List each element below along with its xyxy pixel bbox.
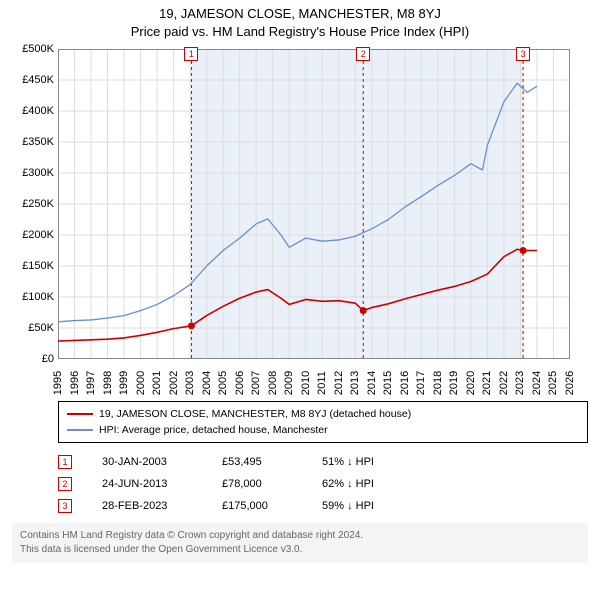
y-tick-label: £100K — [22, 291, 54, 303]
sale-marker-box: 1 — [58, 455, 72, 469]
x-tick-label: 2005 — [217, 371, 229, 395]
x-tick-label: 2019 — [448, 371, 460, 395]
sale-marker-box: 3 — [58, 499, 72, 513]
x-tick-label: 2023 — [514, 371, 526, 395]
y-tick-label: £150K — [22, 260, 54, 272]
x-tick-label: 2008 — [267, 371, 279, 395]
sale-price: £175,000 — [222, 495, 292, 517]
x-tick-label: 1997 — [85, 371, 97, 395]
legend-item: HPI: Average price, detached house, Manc… — [67, 422, 579, 438]
x-tick-label: 2024 — [531, 371, 543, 395]
x-tick-label: 2015 — [382, 371, 394, 395]
x-tick-label: 2012 — [333, 371, 345, 395]
footer-attribution: Contains HM Land Registry data © Crown c… — [12, 523, 588, 563]
sale-delta: 62% ↓ HPI — [322, 473, 412, 495]
sale-marker-box: 2 — [356, 47, 370, 61]
x-tick-label: 2007 — [250, 371, 262, 395]
footer-line: Contains HM Land Registry data © Crown c… — [20, 529, 580, 543]
y-tick-label: £500K — [22, 43, 54, 55]
x-tick-label: 1999 — [118, 371, 130, 395]
x-tick-label: 2009 — [283, 371, 295, 395]
chart-title-line1: 19, JAMESON CLOSE, MANCHESTER, M8 8YJ — [0, 6, 600, 21]
sale-marker-box: 3 — [516, 47, 530, 61]
sale-marker-box: 2 — [58, 477, 72, 491]
x-tick-label: 2021 — [481, 371, 493, 395]
y-tick-label: £200K — [22, 229, 54, 241]
x-tick-label: 1998 — [102, 371, 114, 395]
chart-title-line2: Price paid vs. HM Land Registry's House … — [0, 24, 600, 39]
x-tick-label: 2016 — [399, 371, 411, 395]
x-tick-label: 2001 — [151, 371, 163, 395]
chart-area: 123 £0£50K£100K£150K£200K£250K£300K£350K… — [12, 49, 588, 359]
chart-svg — [58, 49, 570, 359]
legend: 19, JAMESON CLOSE, MANCHESTER, M8 8YJ (d… — [58, 401, 588, 443]
y-tick-label: £350K — [22, 136, 54, 148]
legend-item: 19, JAMESON CLOSE, MANCHESTER, M8 8YJ (d… — [67, 406, 579, 422]
x-tick-label: 2025 — [547, 371, 559, 395]
footer-line: This data is licensed under the Open Gov… — [20, 543, 580, 557]
x-tick-label: 2013 — [349, 371, 361, 395]
sales-row: 2 24-JUN-2013 £78,000 62% ↓ HPI — [58, 473, 588, 495]
sale-delta: 51% ↓ HPI — [322, 451, 412, 473]
sales-row: 1 30-JAN-2003 £53,495 51% ↓ HPI — [58, 451, 588, 473]
y-tick-label: £50K — [28, 322, 54, 334]
sales-row: 3 28-FEB-2023 £175,000 59% ↓ HPI — [58, 495, 588, 517]
legend-label: 19, JAMESON CLOSE, MANCHESTER, M8 8YJ (d… — [99, 406, 411, 422]
y-tick-label: £400K — [22, 105, 54, 117]
sales-table: 1 30-JAN-2003 £53,495 51% ↓ HPI 2 24-JUN-2013… — [58, 451, 588, 517]
x-tick-label: 2003 — [184, 371, 196, 395]
x-tick-label: 2006 — [234, 371, 246, 395]
sale-date: 24-JUN-2013 — [102, 473, 192, 495]
x-tick-label: 2020 — [465, 371, 477, 395]
sale-price: £53,495 — [222, 451, 292, 473]
x-tick-label: 2004 — [201, 371, 213, 395]
y-tick-label: £0 — [42, 353, 54, 365]
x-tick-label: 2011 — [316, 371, 328, 395]
y-tick-label: £300K — [22, 167, 54, 179]
x-tick-label: 2026 — [564, 371, 576, 395]
legend-swatch — [67, 429, 93, 431]
legend-swatch — [67, 413, 93, 415]
x-tick-label: 2014 — [366, 371, 378, 395]
x-tick-label: 2022 — [498, 371, 510, 395]
x-tick-label: 2018 — [432, 371, 444, 395]
x-tick-label: 2017 — [415, 371, 427, 395]
sale-price: £78,000 — [222, 473, 292, 495]
x-tick-label: 2010 — [300, 371, 312, 395]
x-tick-label: 2000 — [135, 371, 147, 395]
x-tick-label: 2002 — [168, 371, 180, 395]
sale-marker-box: 1 — [184, 47, 198, 61]
legend-label: HPI: Average price, detached house, Manc… — [99, 422, 328, 438]
sale-date: 30-JAN-2003 — [102, 451, 192, 473]
x-tick-label: 1996 — [69, 371, 81, 395]
sale-date: 28-FEB-2023 — [102, 495, 192, 517]
sale-delta: 59% ↓ HPI — [322, 495, 412, 517]
x-tick-label: 1995 — [52, 371, 64, 395]
y-tick-label: £250K — [22, 198, 54, 210]
y-tick-label: £450K — [22, 74, 54, 86]
